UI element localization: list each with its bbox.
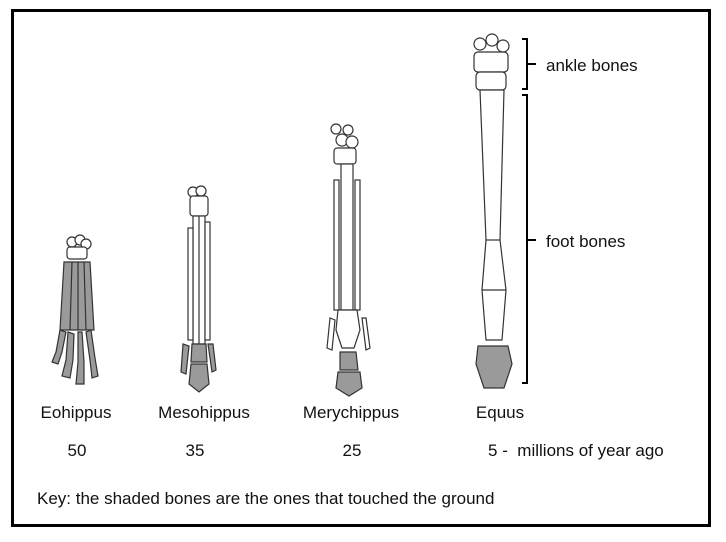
- foot-bones-tick: [528, 239, 536, 241]
- mesohippus-foot: [180, 185, 217, 393]
- equus-foot: [473, 33, 513, 389]
- ankle-bones-tick: [528, 63, 536, 65]
- ankle-bones-bracket: [522, 38, 528, 90]
- species-name-mesohippus: Mesohippus: [158, 403, 250, 422]
- species-age-mesohippus: 35: [185, 441, 205, 460]
- key-caption: Key: the shaded bones are the ones that …: [37, 489, 495, 508]
- diagram-frame: [11, 9, 711, 527]
- species-name-merychippus: Merychippus: [302, 403, 400, 422]
- ankle-bones-label: ankle bones: [546, 56, 638, 75]
- species-age-equus: 5 - millions of year ago: [488, 441, 664, 460]
- foot-bones-bracket: [522, 94, 528, 384]
- age-unit-label: - millions of year ago: [497, 441, 664, 460]
- species-name-equus: Equus: [475, 403, 525, 422]
- species-age-eohippus: 50: [67, 441, 87, 460]
- merychippus-foot: [326, 123, 371, 397]
- species-name-eohippus: Eohippus: [40, 403, 112, 422]
- species-age-merychippus: 25: [342, 441, 362, 460]
- eohippus-foot: [51, 234, 99, 385]
- foot-bones-label: foot bones: [546, 232, 626, 251]
